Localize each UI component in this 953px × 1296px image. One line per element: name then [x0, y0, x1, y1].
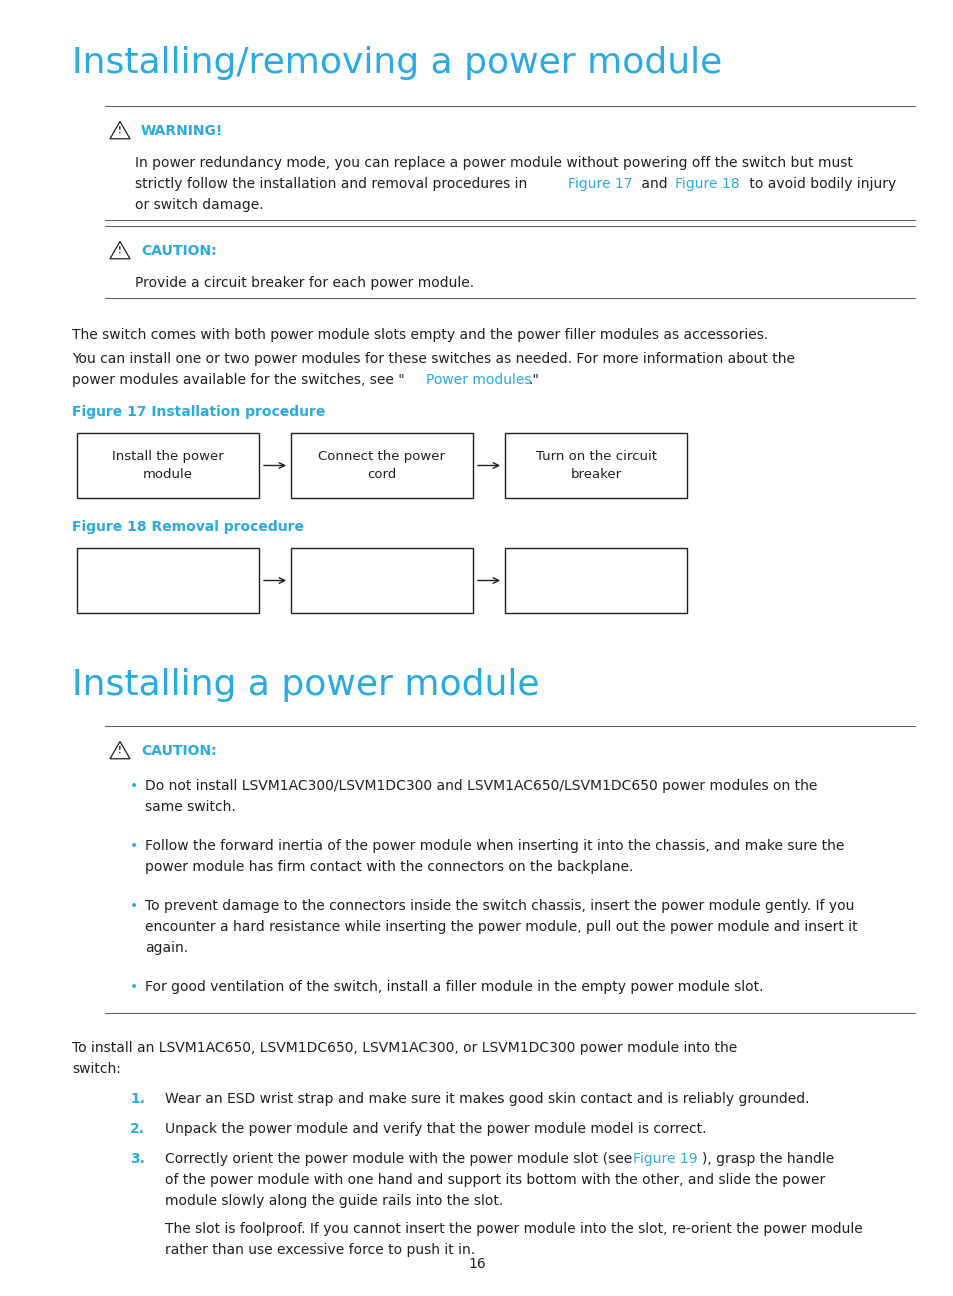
Text: Install the power
module: Install the power module — [112, 450, 224, 481]
Text: Unpack the power module and verify that the power module model is correct.: Unpack the power module and verify that … — [165, 1122, 706, 1137]
Text: 3.: 3. — [130, 1152, 145, 1166]
Text: Power modules: Power modules — [425, 373, 531, 388]
Text: CAUTION:: CAUTION: — [141, 744, 216, 758]
Text: In power redundancy mode, you can replace a power module without powering off th: In power redundancy mode, you can replac… — [135, 156, 852, 170]
Text: strictly follow the installation and removal procedures in: strictly follow the installation and rem… — [135, 178, 531, 191]
Text: WARNING!: WARNING! — [141, 124, 223, 137]
Text: Do not install LSVM1AC300/LSVM1DC300 and LSVM1AC650/LSVM1DC650 power modules on : Do not install LSVM1AC300/LSVM1DC300 and… — [145, 779, 817, 793]
Text: encounter a hard resistance while inserting the power module, pull out the power: encounter a hard resistance while insert… — [145, 920, 857, 934]
Text: Figure 19: Figure 19 — [633, 1152, 697, 1166]
Bar — [291, 548, 473, 613]
Text: •: • — [130, 980, 138, 994]
Text: •: • — [130, 779, 138, 793]
Text: Turn on the circuit
breaker: Turn on the circuit breaker — [535, 450, 656, 481]
Text: •: • — [130, 899, 138, 912]
Text: module slowly along the guide rails into the slot.: module slowly along the guide rails into… — [165, 1194, 503, 1208]
Bar — [77, 433, 258, 498]
Text: !: ! — [118, 246, 122, 255]
Text: Correctly orient the power module with the power module slot (see: Correctly orient the power module with t… — [165, 1152, 636, 1166]
Text: •: • — [130, 839, 138, 853]
Text: The slot is foolproof. If you cannot insert the power module into the slot, re-o: The slot is foolproof. If you cannot ins… — [165, 1222, 862, 1236]
Text: Installing a power module: Installing a power module — [71, 667, 539, 702]
Text: Follow the forward inertia of the power module when inserting it into the chassi: Follow the forward inertia of the power … — [145, 839, 843, 853]
Text: Provide a circuit breaker for each power module.: Provide a circuit breaker for each power… — [135, 276, 474, 290]
Text: and: and — [637, 178, 671, 191]
Text: To prevent damage to the connectors inside the switch chassis, insert the power : To prevent damage to the connectors insi… — [145, 899, 854, 912]
Bar — [504, 433, 686, 498]
Bar — [77, 548, 258, 613]
Text: Wear an ESD wrist strap and make sure it makes good skin contact and is reliably: Wear an ESD wrist strap and make sure it… — [165, 1093, 809, 1105]
Text: 1.: 1. — [130, 1093, 145, 1105]
Text: 2.: 2. — [130, 1122, 145, 1137]
Text: Figure 17 Installation procedure: Figure 17 Installation procedure — [71, 406, 325, 419]
Text: The switch comes with both power module slots empty and the power filler modules: The switch comes with both power module … — [71, 328, 767, 342]
Text: Figure 18 Removal procedure: Figure 18 Removal procedure — [71, 520, 304, 534]
Text: To install an LSVM1AC650, LSVM1DC650, LSVM1AC300, or LSVM1DC300 power module int: To install an LSVM1AC650, LSVM1DC650, LS… — [71, 1041, 737, 1055]
Text: Figure 18: Figure 18 — [675, 178, 739, 191]
Text: !: ! — [118, 745, 122, 754]
Text: You can install one or two power modules for these switches as needed. For more : You can install one or two power modules… — [71, 353, 794, 365]
Text: ), grasp the handle: ), grasp the handle — [701, 1152, 833, 1166]
Text: same switch.: same switch. — [145, 800, 235, 814]
Text: power modules available for the switches, see ": power modules available for the switches… — [71, 373, 404, 388]
Text: again.: again. — [145, 941, 188, 955]
Text: or switch damage.: or switch damage. — [135, 198, 263, 213]
Text: Figure 17: Figure 17 — [567, 178, 631, 191]
Text: switch:: switch: — [71, 1061, 121, 1076]
Text: of the power module with one hand and support its bottom with the other, and sli: of the power module with one hand and su… — [165, 1173, 824, 1187]
Text: to avoid bodily injury: to avoid bodily injury — [743, 178, 895, 191]
Text: For good ventilation of the switch, install a filler module in the empty power m: For good ventilation of the switch, inst… — [145, 980, 762, 994]
Text: !: ! — [118, 126, 122, 135]
Bar — [291, 433, 473, 498]
Text: .": ." — [529, 373, 539, 388]
Text: 16: 16 — [468, 1257, 485, 1271]
Text: rather than use excessive force to push it in.: rather than use excessive force to push … — [165, 1243, 475, 1257]
Bar — [504, 548, 686, 613]
Text: CAUTION:: CAUTION: — [141, 244, 216, 258]
Text: Connect the power
cord: Connect the power cord — [318, 450, 445, 481]
Text: power module has firm contact with the connectors on the backplane.: power module has firm contact with the c… — [145, 861, 633, 874]
Text: Installing/removing a power module: Installing/removing a power module — [71, 45, 721, 80]
